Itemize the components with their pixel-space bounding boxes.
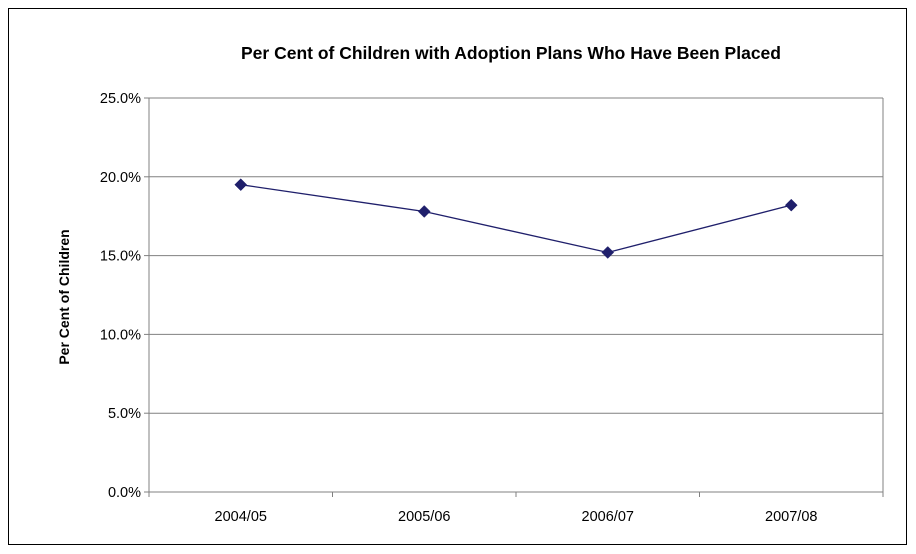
y-tick-label: 20.0% — [100, 170, 141, 186]
y-tick-label: 5.0% — [108, 406, 141, 422]
y-tick-label: 15.0% — [100, 249, 141, 265]
x-tick-label: 2007/08 — [765, 509, 817, 525]
data-point-marker — [234, 178, 248, 192]
data-series — [234, 178, 798, 259]
gridlines — [149, 97, 883, 414]
x-tick-label: 2004/05 — [215, 509, 267, 525]
y-tick-label: 10.0% — [100, 327, 141, 343]
data-point-marker — [784, 198, 798, 212]
y-tick-label: 25.0% — [100, 91, 141, 107]
x-tick-label: 2005/06 — [398, 509, 450, 525]
x-tick-label: 2006/07 — [582, 509, 634, 525]
chart-title: Per Cent of Children with Adoption Plans… — [241, 43, 781, 63]
data-point-marker — [601, 246, 615, 259]
y-axis-title: Per Cent of Children — [56, 229, 72, 364]
series-line — [240, 184, 792, 254]
axes — [144, 97, 884, 497]
tick-labels: 0.0% 5.0% 10.0% 15.0% 20.0% 25.0% 2004/05 2005/… — [100, 91, 818, 525]
data-point-marker — [417, 205, 431, 218]
y-tick-label: 0.0% — [108, 485, 141, 501]
